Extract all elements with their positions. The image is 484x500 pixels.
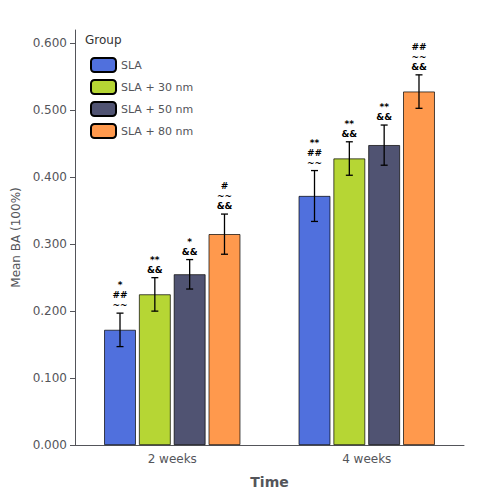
svg-text:0.300: 0.300: [33, 237, 67, 251]
svg-text:~~: ~~: [217, 191, 232, 201]
svg-text:**: **: [379, 102, 389, 112]
svg-text:0.500: 0.500: [33, 103, 67, 117]
svg-text:*: *: [187, 237, 192, 247]
svg-text:SLA + 80 nm: SLA + 80 nm: [121, 125, 193, 138]
svg-text:**: **: [150, 255, 160, 265]
svg-text:##: ##: [112, 290, 127, 300]
svg-text:Mean BA (100%): Mean BA (100%): [9, 187, 23, 287]
svg-text:0.100: 0.100: [33, 371, 67, 385]
svg-text:Group: Group: [85, 33, 122, 47]
svg-text:##: ##: [411, 42, 426, 52]
svg-text:&&: &&: [341, 129, 357, 139]
svg-text:SLA + 50 nm: SLA + 50 nm: [121, 103, 193, 116]
svg-text:0.200: 0.200: [33, 304, 67, 318]
svg-text:&&: &&: [411, 62, 427, 72]
svg-text:SLA: SLA: [121, 59, 142, 72]
svg-text:&&: &&: [376, 112, 392, 122]
svg-text:~~: ~~: [307, 158, 322, 168]
svg-text:0.400: 0.400: [33, 170, 67, 184]
svg-text:4 weeks: 4 weeks: [342, 452, 391, 466]
svg-text:##: ##: [307, 148, 322, 158]
svg-text:SLA + 30 nm: SLA + 30 nm: [121, 81, 193, 94]
svg-text:~~: ~~: [112, 300, 127, 310]
svg-text:*: *: [118, 280, 123, 290]
svg-text:&&: &&: [147, 265, 163, 275]
svg-text:#: #: [221, 181, 229, 191]
svg-text:0.000: 0.000: [33, 438, 67, 452]
svg-text:&&: &&: [182, 247, 198, 257]
svg-text:0.600: 0.600: [33, 36, 67, 50]
svg-text:**: **: [310, 138, 320, 148]
svg-text:~~: ~~: [411, 52, 426, 62]
svg-text:2 weeks: 2 weeks: [148, 452, 197, 466]
svg-text:**: **: [345, 119, 355, 129]
svg-text:&&: &&: [217, 201, 233, 211]
svg-text:Time: Time: [250, 474, 288, 490]
